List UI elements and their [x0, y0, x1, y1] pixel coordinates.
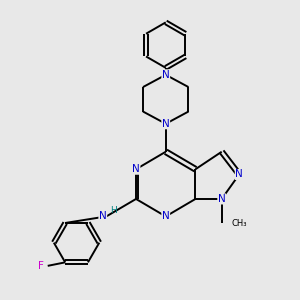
Text: N: N: [162, 70, 169, 80]
Text: CH₃: CH₃: [232, 219, 247, 228]
Text: N: N: [162, 212, 169, 221]
Text: N: N: [132, 164, 140, 174]
Text: N: N: [218, 194, 226, 204]
Text: N: N: [99, 212, 107, 221]
Text: H: H: [111, 206, 117, 214]
Text: N: N: [162, 119, 169, 129]
Text: F: F: [38, 261, 44, 271]
Text: N: N: [235, 169, 243, 179]
